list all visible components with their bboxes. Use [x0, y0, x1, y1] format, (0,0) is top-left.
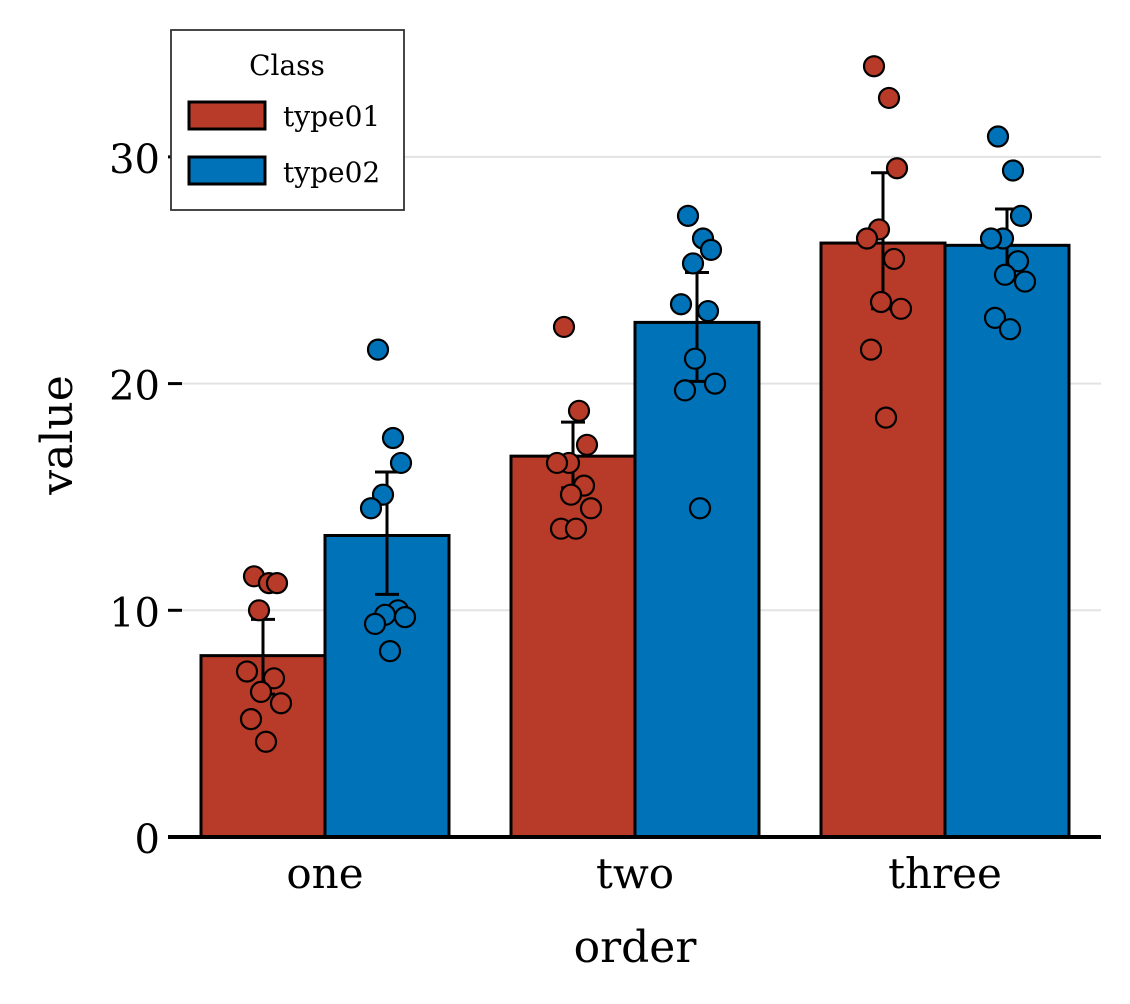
y-tick-label-20: 20 [109, 364, 160, 410]
point-type02-two-2 [699, 238, 723, 261]
point-type02-three-0 [986, 125, 1010, 148]
point-type01-one-4 [235, 660, 259, 683]
point-type01-one-7 [269, 692, 293, 715]
bar-type01-two [509, 454, 637, 839]
legend-swatch-type01 [187, 100, 267, 131]
point-type02-one-7 [393, 606, 417, 629]
point-type01-three-0 [862, 55, 886, 78]
point-type01-one-3 [247, 599, 271, 622]
point-type01-two-6 [559, 483, 583, 506]
point-type01-two-9 [564, 517, 588, 540]
point-type02-two-0 [676, 204, 700, 227]
point-type01-three-2 [885, 157, 909, 180]
point-type01-two-4 [545, 451, 569, 475]
bars [199, 241, 1071, 839]
point-type01-three-1 [877, 86, 901, 110]
point-type02-two-7 [703, 372, 727, 395]
point-type01-two-0 [552, 315, 576, 339]
point-type02-two-8 [673, 379, 697, 402]
data-points [235, 55, 1037, 753]
point-type02-three-2 [1009, 204, 1033, 227]
point-type02-one-9 [378, 640, 402, 663]
bar-type01-three [819, 241, 947, 839]
point-type01-three-6 [869, 290, 893, 314]
x-tick-label-two: two [596, 849, 674, 898]
bar-type02-two [633, 320, 761, 839]
point-type02-three-6 [993, 263, 1017, 286]
point-type02-one-0 [366, 338, 390, 361]
point-type02-three-7 [1013, 270, 1037, 293]
point-type02-three-4 [979, 227, 1003, 250]
y-axis-label: value [32, 375, 83, 496]
y-tick-label-30: 30 [109, 137, 160, 183]
point-type02-two-9 [688, 497, 712, 520]
legend-swatch-type02 [187, 155, 267, 186]
point-type02-two-5 [696, 299, 720, 323]
point-type02-one-8 [363, 612, 387, 636]
point-type01-one-8 [239, 708, 263, 731]
point-type02-three-9 [998, 318, 1022, 341]
bar-type02-three [943, 243, 1071, 839]
point-type01-three-5 [882, 247, 906, 271]
point-type01-two-7 [579, 497, 603, 520]
x-axis-label: order [574, 922, 698, 973]
point-type01-three-4 [855, 227, 879, 250]
point-type01-two-2 [575, 433, 599, 456]
point-type01-two-1 [567, 399, 591, 422]
point-type02-one-4 [359, 497, 383, 520]
point-type02-three-8 [983, 306, 1007, 329]
legend-title: Class [249, 49, 325, 82]
point-type02-three-1 [1001, 159, 1025, 182]
point-type02-two-3 [681, 252, 705, 275]
point-type01-three-8 [859, 338, 883, 361]
y-tick-label-10: 10 [109, 590, 160, 636]
x-tick-label-three: three [888, 849, 1002, 898]
point-type01-three-9 [874, 406, 898, 429]
point-type01-three-7 [889, 297, 913, 320]
point-type02-two-6 [683, 347, 707, 370]
y-tick-label-0: 0 [135, 817, 160, 863]
point-type01-one-9 [254, 730, 278, 753]
axes: 0 10 20 30 one two three [109, 137, 1101, 898]
point-type02-one-1 [381, 426, 405, 450]
legend: Class type01 type02 [170, 29, 405, 211]
point-type02-two-4 [669, 293, 693, 316]
point-type01-one-2 [265, 571, 289, 595]
legend-label-type02: type02 [283, 156, 380, 189]
point-type02-three-5 [1006, 250, 1030, 273]
x-tick-label-one: one [286, 849, 363, 898]
legend-label-type01: type01 [283, 100, 380, 133]
point-type02-one-2 [389, 451, 413, 475]
point-type01-one-6 [249, 680, 273, 704]
point-type01-one-5 [262, 667, 286, 690]
